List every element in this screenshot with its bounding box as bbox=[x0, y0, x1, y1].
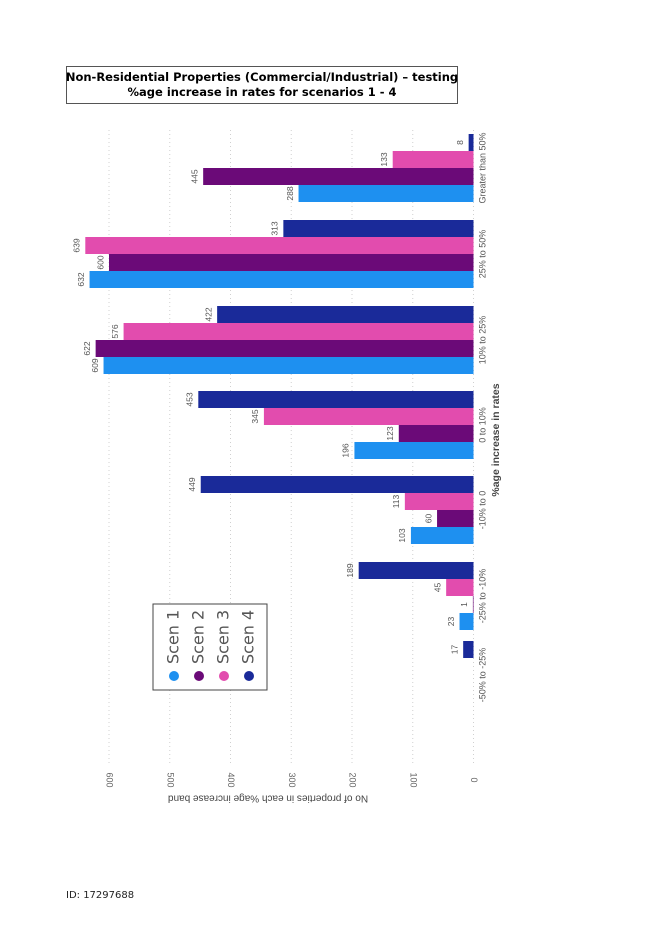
bar-value-label: 60 bbox=[423, 514, 433, 524]
bar-value-label: 189 bbox=[345, 563, 355, 577]
bar-scen-3 bbox=[123, 323, 474, 340]
legend-label: Scen 2 bbox=[189, 610, 208, 664]
bar-value-label: 632 bbox=[76, 272, 86, 286]
value-tick-label: 0 bbox=[469, 777, 479, 782]
bar-scen-2 bbox=[398, 425, 474, 442]
bar-value-label: 288 bbox=[285, 186, 295, 200]
bar-value-label: 600 bbox=[95, 255, 105, 269]
bar-scen-3 bbox=[85, 237, 474, 254]
category-tick-label: -10% to 0 bbox=[477, 491, 487, 530]
legend-swatch bbox=[219, 671, 229, 681]
bar-value-label: 123 bbox=[385, 426, 395, 440]
bar-value-label: 8 bbox=[455, 140, 465, 145]
bar-value-label: 1 bbox=[459, 602, 469, 607]
bar-scen-4 bbox=[463, 641, 474, 658]
value-tick-label: 200 bbox=[348, 772, 358, 787]
bar-scen-2 bbox=[437, 510, 474, 527]
category-tick-label: 25% to 50% bbox=[477, 230, 487, 279]
bar-value-label: 445 bbox=[189, 169, 199, 183]
value-tick-label: 600 bbox=[105, 772, 115, 787]
value-tick-label: 400 bbox=[226, 772, 236, 787]
category-tick-label: -50% to -25% bbox=[477, 648, 487, 703]
bar-scen-4 bbox=[358, 562, 474, 579]
legend-swatch bbox=[169, 671, 179, 681]
bar-scen-3 bbox=[446, 579, 474, 596]
value-tick-label: 300 bbox=[287, 772, 297, 787]
bar-scen-3 bbox=[392, 151, 474, 168]
bar-scen-4 bbox=[283, 220, 474, 237]
chart-title-line2: %age increase in rates for scenarios 1 -… bbox=[127, 85, 397, 99]
bar-value-label: 23 bbox=[446, 617, 456, 627]
document-id: ID: 17297688 bbox=[66, 890, 135, 901]
bar-scen-3 bbox=[404, 493, 474, 510]
value-tick-label: 100 bbox=[408, 772, 418, 787]
chart-title-line1: Non-Residential Properties (Commercial/I… bbox=[65, 70, 459, 84]
value-tick-label: 500 bbox=[165, 772, 175, 787]
bar-value-label: 622 bbox=[82, 341, 92, 355]
bar-value-label: 453 bbox=[185, 392, 195, 406]
legend-swatch bbox=[244, 671, 254, 681]
x-axis-title: %age increase in rates bbox=[490, 383, 502, 496]
bar-value-label: 103 bbox=[397, 528, 407, 542]
bar-scen-4 bbox=[200, 476, 474, 493]
bar-scen-1 bbox=[89, 271, 474, 288]
category-tick-label: -25% to -10% bbox=[477, 569, 487, 624]
bar-scen-2 bbox=[109, 254, 474, 271]
bar-scen-4 bbox=[468, 134, 474, 151]
bar-scen-1 bbox=[459, 613, 474, 630]
bar-scen-4 bbox=[217, 306, 474, 323]
bar-scen-2 bbox=[95, 340, 474, 357]
bar-scen-2 bbox=[472, 596, 474, 613]
bar-scen-3 bbox=[263, 408, 474, 425]
bar-value-label: 17 bbox=[449, 645, 459, 655]
chart-title-box: Non-Residential Properties (Commercial/I… bbox=[66, 66, 458, 104]
bar-value-label: 196 bbox=[341, 443, 351, 457]
bar-value-label: 113 bbox=[391, 494, 401, 508]
bar-value-label: 313 bbox=[270, 221, 280, 235]
bar-scen-1 bbox=[354, 442, 474, 459]
bar-scen-1 bbox=[298, 185, 474, 202]
bar-value-label: 639 bbox=[72, 238, 82, 252]
bar-value-label: 45 bbox=[432, 583, 442, 593]
bar-scen-1 bbox=[103, 357, 474, 374]
bar-scen-2 bbox=[203, 168, 474, 185]
bar-value-label: 422 bbox=[203, 307, 213, 321]
legend-label: Scen 1 bbox=[164, 610, 183, 664]
category-tick-label: 10% to 25% bbox=[477, 316, 487, 365]
legend-label: Scen 4 bbox=[239, 610, 258, 664]
bar-value-label: 345 bbox=[250, 409, 260, 423]
bar-value-label: 449 bbox=[187, 477, 197, 491]
bar-value-label: 576 bbox=[110, 324, 120, 338]
category-tick-label: Greater than 50% bbox=[477, 132, 487, 203]
bar-scen-1 bbox=[410, 527, 474, 544]
bar-value-label: 133 bbox=[379, 152, 389, 166]
legend-swatch bbox=[194, 671, 204, 681]
y-axis-title: No of properties in each %age increase b… bbox=[168, 792, 368, 803]
category-tick-label: 0 to 10% bbox=[477, 407, 487, 443]
legend-label: Scen 3 bbox=[214, 610, 233, 664]
bar-value-label: 609 bbox=[90, 358, 100, 372]
bar-scen-4 bbox=[198, 391, 474, 408]
